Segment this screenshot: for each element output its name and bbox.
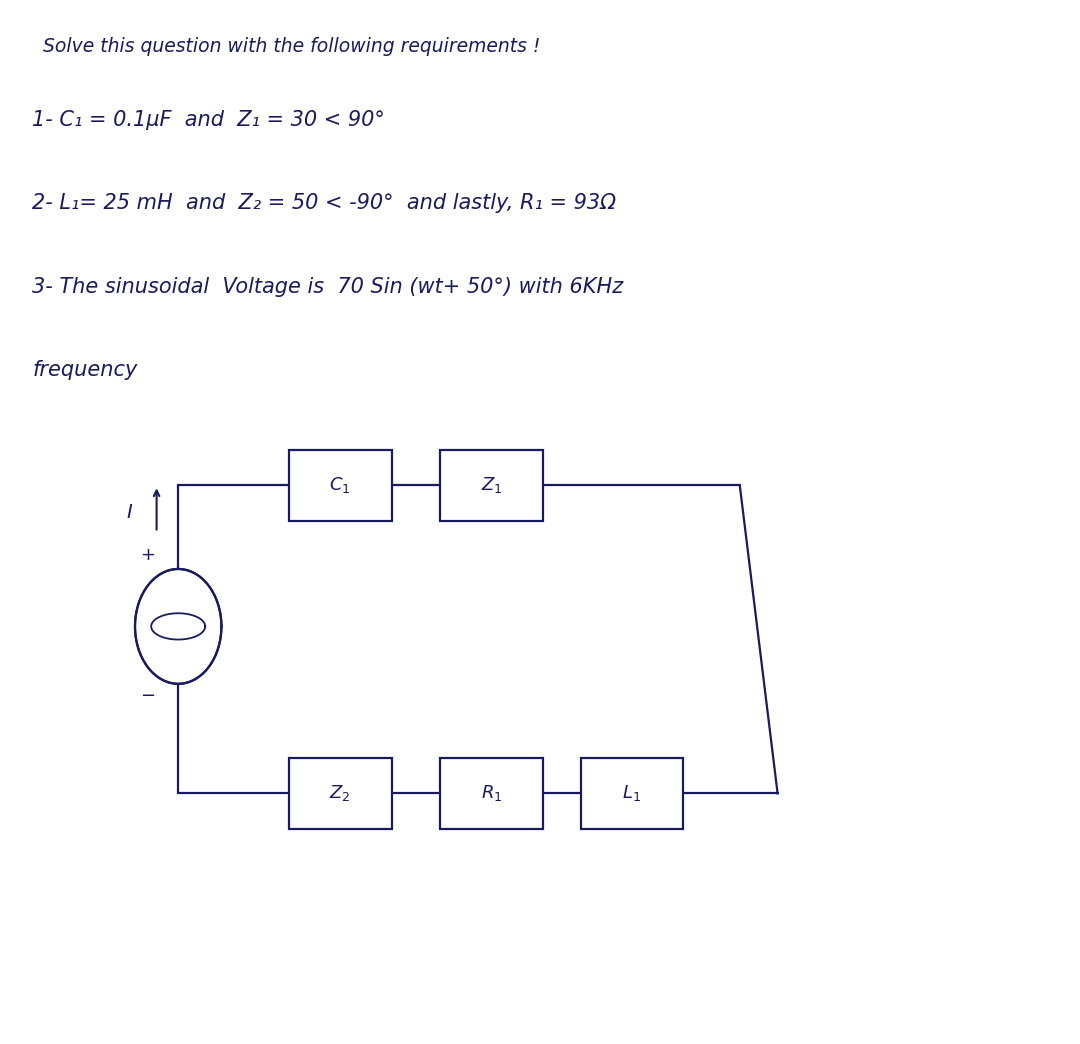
- FancyBboxPatch shape: [441, 758, 543, 829]
- FancyBboxPatch shape: [441, 450, 543, 521]
- Text: +: +: [140, 546, 156, 564]
- FancyBboxPatch shape: [581, 758, 683, 829]
- Text: Solve this question with the following requirements !: Solve this question with the following r…: [43, 37, 541, 55]
- Text: $Z_2$: $Z_2$: [329, 783, 351, 804]
- Text: $L_1$: $L_1$: [622, 783, 642, 804]
- Text: 3- The sinusoidal  Voltage is  70 Sin (wt+ 50°) with 6KHz: 3- The sinusoidal Voltage is 70 Sin (wt+…: [32, 277, 623, 296]
- Text: −: −: [140, 687, 156, 705]
- Text: $R_1$: $R_1$: [481, 783, 502, 804]
- Text: 1- C₁ = 0.1μF  and  Z₁ = 30 < 90°: 1- C₁ = 0.1μF and Z₁ = 30 < 90°: [32, 110, 386, 129]
- FancyBboxPatch shape: [289, 758, 392, 829]
- Text: I: I: [126, 503, 133, 522]
- Text: $C_1$: $C_1$: [329, 475, 351, 496]
- Text: frequency: frequency: [32, 360, 138, 380]
- Ellipse shape: [135, 569, 221, 684]
- FancyBboxPatch shape: [289, 450, 392, 521]
- Text: 2- L₁= 25 mH  and  Z₂ = 50 < -90°  and lastly, R₁ = 93Ω: 2- L₁= 25 mH and Z₂ = 50 < -90° and last…: [32, 193, 617, 213]
- Text: $Z_1$: $Z_1$: [481, 475, 502, 496]
